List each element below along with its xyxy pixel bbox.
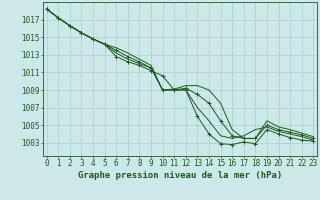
X-axis label: Graphe pression niveau de la mer (hPa): Graphe pression niveau de la mer (hPa) bbox=[78, 171, 282, 180]
